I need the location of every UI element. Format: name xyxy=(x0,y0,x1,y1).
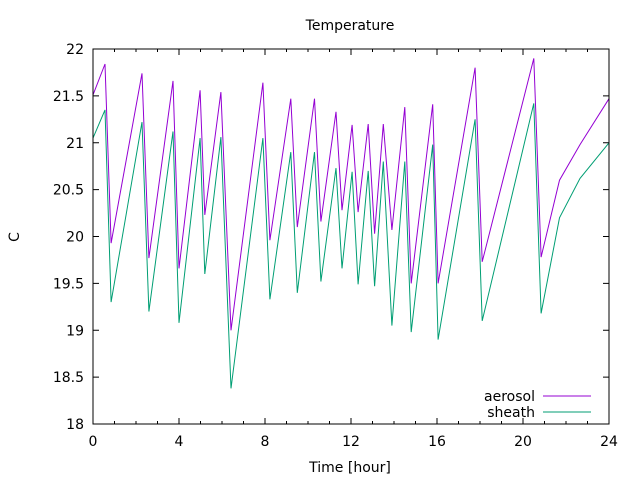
y-tick-label: 19.5 xyxy=(53,276,84,292)
y-tick-label: 21 xyxy=(66,136,84,152)
legend-label-sheath: sheath xyxy=(487,405,535,421)
x-tick-label: 4 xyxy=(175,434,184,450)
x-tick-label: 12 xyxy=(342,434,360,450)
series-line-sheath xyxy=(92,103,610,389)
y-tick-label: 18.5 xyxy=(53,370,84,386)
chart-title: Temperature xyxy=(305,18,395,34)
series-line-aerosol xyxy=(92,58,610,331)
x-tick-label: 0 xyxy=(89,434,98,450)
x-tick-label: 16 xyxy=(428,434,446,450)
y-tick-label: 20 xyxy=(66,230,84,246)
legend-label-aerosol: aerosol xyxy=(484,389,535,405)
y-tick-label: 18 xyxy=(66,417,84,433)
x-axis-label: Time [hour] xyxy=(308,460,391,476)
y-axis-label: C xyxy=(7,232,23,242)
y-tick-label: 22 xyxy=(66,42,84,58)
y-tick-label: 20.5 xyxy=(53,183,84,199)
x-tick-label: 8 xyxy=(261,434,270,450)
x-tick-label: 20 xyxy=(514,434,532,450)
y-tick-label: 21.5 xyxy=(53,89,84,105)
plot-border xyxy=(92,48,610,425)
y-tick-label: 19 xyxy=(66,323,84,339)
x-tick-label: 24 xyxy=(600,434,618,450)
